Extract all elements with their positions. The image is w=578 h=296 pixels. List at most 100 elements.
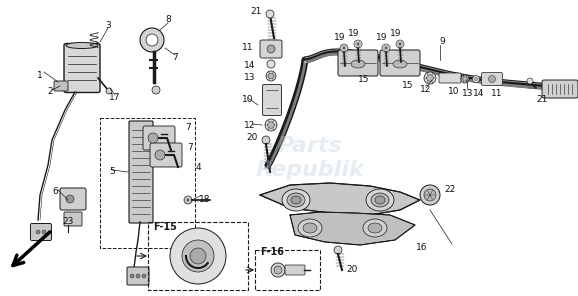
- Text: 17: 17: [109, 94, 121, 102]
- Circle shape: [461, 75, 469, 83]
- FancyBboxPatch shape: [129, 121, 153, 223]
- Circle shape: [152, 86, 160, 94]
- Circle shape: [267, 60, 275, 68]
- Text: 11: 11: [242, 44, 254, 52]
- Circle shape: [190, 248, 206, 264]
- Circle shape: [382, 44, 390, 52]
- Ellipse shape: [351, 60, 365, 68]
- Text: 7: 7: [185, 123, 191, 133]
- Text: 8: 8: [165, 15, 171, 25]
- Circle shape: [66, 195, 74, 203]
- Text: 12: 12: [420, 86, 432, 94]
- Text: 13: 13: [462, 89, 474, 97]
- FancyBboxPatch shape: [54, 81, 68, 91]
- Ellipse shape: [303, 223, 317, 233]
- Bar: [148, 222, 248, 290]
- FancyBboxPatch shape: [127, 267, 149, 285]
- FancyBboxPatch shape: [64, 44, 100, 92]
- Ellipse shape: [375, 196, 385, 204]
- Circle shape: [463, 77, 467, 81]
- Circle shape: [354, 40, 362, 48]
- Circle shape: [424, 189, 436, 201]
- Ellipse shape: [371, 193, 389, 207]
- Text: 19: 19: [349, 30, 360, 38]
- Text: 3: 3: [105, 20, 111, 30]
- Circle shape: [334, 246, 342, 254]
- Text: 6: 6: [52, 187, 58, 197]
- Ellipse shape: [287, 193, 305, 207]
- Text: F-15: F-15: [153, 222, 177, 232]
- Text: 14: 14: [473, 89, 485, 97]
- Circle shape: [475, 78, 477, 81]
- Polygon shape: [260, 183, 420, 215]
- Ellipse shape: [366, 189, 394, 211]
- Circle shape: [268, 122, 275, 128]
- Text: 15: 15: [402, 81, 414, 89]
- Circle shape: [184, 196, 192, 204]
- FancyBboxPatch shape: [262, 84, 281, 115]
- Circle shape: [266, 10, 274, 18]
- FancyBboxPatch shape: [60, 188, 86, 210]
- Ellipse shape: [282, 189, 310, 211]
- Text: 9: 9: [439, 38, 445, 46]
- Ellipse shape: [368, 223, 382, 233]
- Ellipse shape: [298, 219, 322, 237]
- Circle shape: [527, 78, 533, 84]
- Text: 21: 21: [536, 96, 548, 104]
- Text: 18: 18: [199, 195, 211, 205]
- Text: 12: 12: [244, 121, 255, 131]
- Circle shape: [274, 266, 282, 274]
- Circle shape: [130, 274, 134, 278]
- FancyBboxPatch shape: [380, 50, 420, 76]
- Circle shape: [262, 136, 270, 144]
- Text: 23: 23: [62, 218, 73, 226]
- Text: 15: 15: [358, 75, 370, 84]
- Polygon shape: [290, 212, 415, 245]
- Circle shape: [42, 230, 46, 234]
- Text: 13: 13: [244, 73, 255, 83]
- Text: 4: 4: [195, 163, 201, 173]
- Text: 14: 14: [244, 62, 255, 70]
- Circle shape: [36, 230, 40, 234]
- Text: 10: 10: [449, 88, 460, 96]
- Circle shape: [266, 71, 276, 81]
- Text: 5: 5: [109, 168, 115, 176]
- Circle shape: [146, 34, 158, 46]
- Circle shape: [265, 119, 277, 131]
- Circle shape: [155, 150, 165, 160]
- Text: 16: 16: [416, 244, 428, 252]
- Text: 19: 19: [334, 33, 346, 43]
- Bar: [100, 118, 195, 248]
- Text: 1: 1: [37, 70, 43, 80]
- Text: 19: 19: [376, 33, 388, 43]
- Circle shape: [136, 274, 140, 278]
- Text: 21: 21: [250, 7, 262, 17]
- Circle shape: [142, 274, 146, 278]
- Ellipse shape: [393, 60, 407, 68]
- Circle shape: [427, 75, 434, 81]
- Text: 20: 20: [346, 266, 358, 274]
- Circle shape: [268, 73, 274, 79]
- Text: 11: 11: [491, 89, 503, 99]
- FancyBboxPatch shape: [260, 40, 282, 58]
- FancyBboxPatch shape: [143, 126, 175, 150]
- Circle shape: [267, 45, 275, 53]
- Circle shape: [182, 240, 214, 272]
- Circle shape: [140, 28, 164, 52]
- Ellipse shape: [66, 43, 98, 49]
- Ellipse shape: [291, 196, 301, 204]
- Text: 22: 22: [444, 186, 455, 194]
- Circle shape: [488, 75, 495, 83]
- FancyBboxPatch shape: [31, 223, 51, 240]
- Ellipse shape: [363, 219, 387, 237]
- Circle shape: [420, 185, 440, 205]
- FancyBboxPatch shape: [338, 50, 378, 76]
- Circle shape: [472, 75, 480, 83]
- Bar: [255, 250, 320, 290]
- Circle shape: [271, 263, 285, 277]
- Circle shape: [148, 133, 158, 143]
- Circle shape: [106, 88, 112, 94]
- Text: 20: 20: [246, 133, 258, 142]
- Circle shape: [424, 72, 436, 84]
- Text: 7: 7: [187, 144, 193, 152]
